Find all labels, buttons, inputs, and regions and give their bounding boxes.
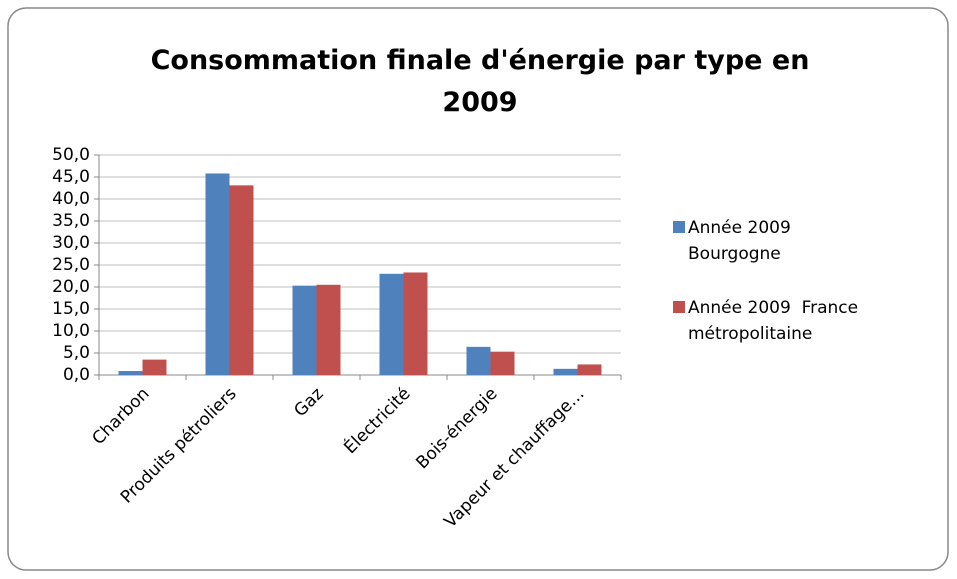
y-tick-label: 25,0 (52, 255, 90, 275)
bar (490, 351, 515, 375)
legend-label: Année 2009 Bourgogne (688, 218, 802, 264)
y-tick-label: 15,0 (52, 299, 90, 319)
legend-label: Année 2009 France métropolitaine (688, 298, 864, 344)
y-tick-label: 35,0 (52, 211, 90, 231)
y-tick-label: 45,0 (52, 167, 90, 187)
bar (292, 285, 317, 375)
bar (229, 185, 254, 375)
bar (316, 284, 341, 375)
bar (205, 173, 230, 375)
y-tick-label: 10,0 (52, 321, 90, 341)
bar (118, 371, 143, 375)
y-tick-label: 5,0 (63, 343, 90, 363)
bar (466, 346, 491, 375)
bar (142, 359, 167, 375)
y-tick-label: 0,0 (63, 365, 90, 385)
chart-title: Consommation finale d'énergie par type e… (150, 45, 810, 118)
y-tick-label: 40,0 (52, 189, 90, 209)
y-tick-label: 30,0 (52, 233, 90, 253)
bar (577, 364, 602, 375)
legend-swatch (673, 221, 685, 233)
y-tick-label: 50,0 (52, 145, 90, 165)
bar (553, 368, 578, 375)
bar (403, 272, 428, 375)
legend-swatch (673, 301, 685, 313)
bar (379, 273, 404, 375)
y-tick-label: 20,0 (52, 277, 90, 297)
chart-border (7, 7, 949, 571)
